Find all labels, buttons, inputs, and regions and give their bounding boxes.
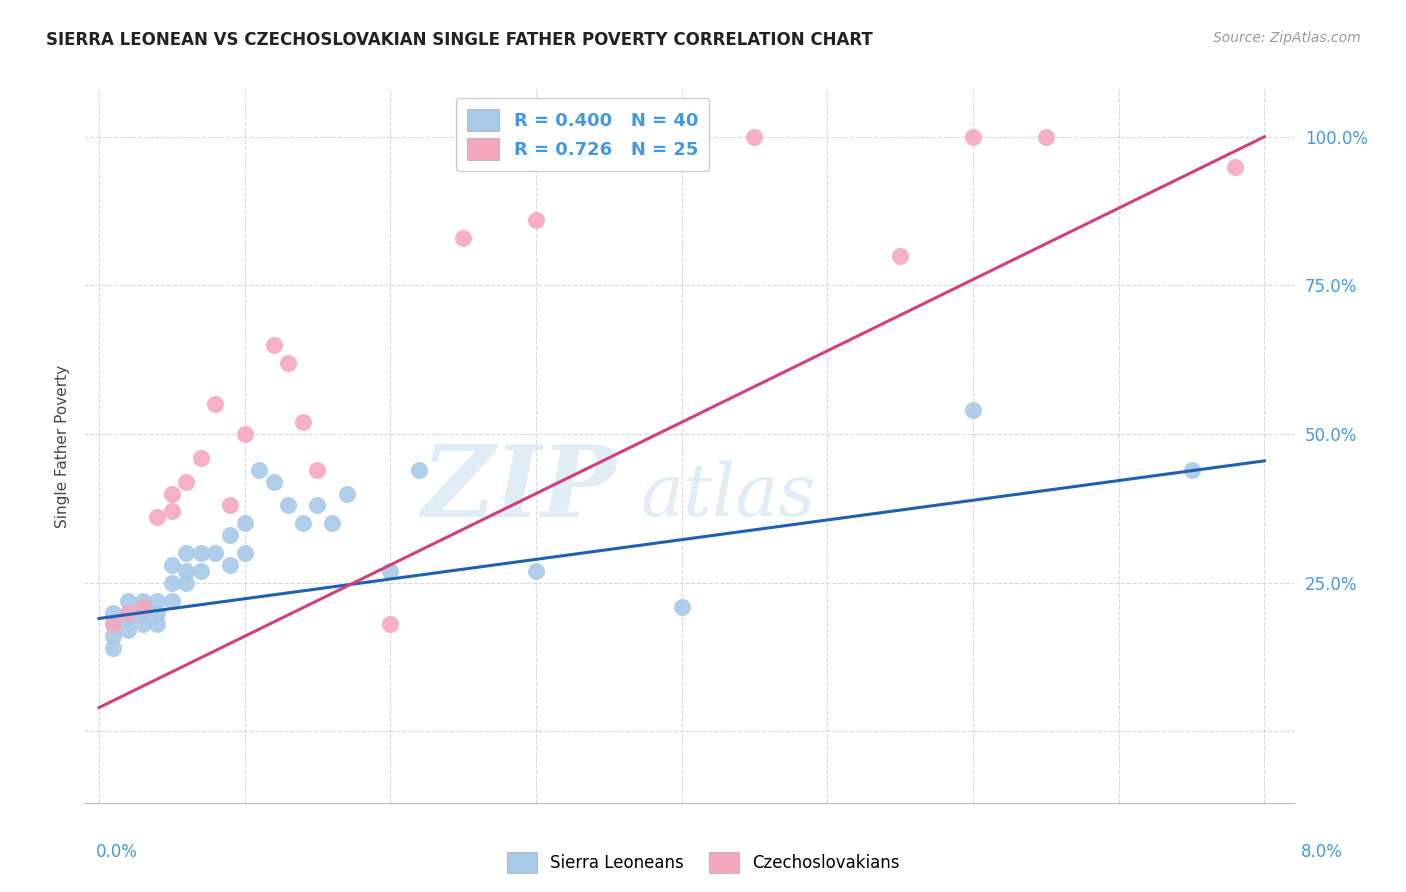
Point xyxy=(103,641,125,656)
Point xyxy=(962,129,984,144)
Point xyxy=(176,546,198,560)
Point xyxy=(117,593,139,607)
Point xyxy=(380,564,402,578)
Point xyxy=(146,606,169,620)
Text: 8.0%: 8.0% xyxy=(1301,843,1343,861)
Point xyxy=(598,129,620,144)
Point xyxy=(524,564,547,578)
Point xyxy=(671,129,693,144)
Text: atlas: atlas xyxy=(641,460,815,532)
Point xyxy=(176,475,198,489)
Point xyxy=(160,575,183,590)
Point xyxy=(117,606,139,620)
Text: Source: ZipAtlas.com: Source: ZipAtlas.com xyxy=(1213,31,1361,45)
Point xyxy=(277,356,299,370)
Point xyxy=(524,213,547,227)
Point xyxy=(889,249,911,263)
Point xyxy=(160,486,183,500)
Point xyxy=(131,593,153,607)
Y-axis label: Single Father Poverty: Single Father Poverty xyxy=(55,365,70,527)
Point xyxy=(307,463,329,477)
Point xyxy=(190,564,212,578)
Point xyxy=(1225,160,1247,174)
Point xyxy=(146,593,169,607)
Point xyxy=(146,617,169,632)
Point xyxy=(190,450,212,465)
Point xyxy=(103,617,125,632)
Point xyxy=(176,564,198,578)
Point xyxy=(291,415,314,429)
Point xyxy=(117,611,139,625)
Point xyxy=(103,617,125,632)
Point xyxy=(408,463,430,477)
Point xyxy=(204,397,226,411)
Point xyxy=(233,427,256,442)
Point xyxy=(1180,463,1202,477)
Point xyxy=(744,129,766,144)
Point xyxy=(307,499,329,513)
Point xyxy=(277,499,299,513)
Text: SIERRA LEONEAN VS CZECHOSLOVAKIAN SINGLE FATHER POVERTY CORRELATION CHART: SIERRA LEONEAN VS CZECHOSLOVAKIAN SINGLE… xyxy=(46,31,873,49)
Point xyxy=(131,606,153,620)
Point xyxy=(131,599,153,614)
Point xyxy=(204,546,226,560)
Point xyxy=(103,606,125,620)
Legend: R = 0.400   N = 40, R = 0.726   N = 25: R = 0.400 N = 40, R = 0.726 N = 25 xyxy=(456,98,709,171)
Point xyxy=(176,575,198,590)
Point xyxy=(117,606,139,620)
Point xyxy=(291,516,314,531)
Point xyxy=(103,629,125,643)
Point xyxy=(451,231,474,245)
Text: ZIP: ZIP xyxy=(422,441,616,537)
Point xyxy=(671,599,693,614)
Point xyxy=(336,486,359,500)
Text: 0.0%: 0.0% xyxy=(96,843,138,861)
Point xyxy=(131,617,153,632)
Point xyxy=(380,617,402,632)
Point xyxy=(219,499,242,513)
Point xyxy=(190,546,212,560)
Point xyxy=(233,516,256,531)
Point xyxy=(962,403,984,417)
Point xyxy=(219,558,242,572)
Point xyxy=(263,475,285,489)
Legend: Sierra Leoneans, Czechoslovakians: Sierra Leoneans, Czechoslovakians xyxy=(501,846,905,880)
Point xyxy=(263,338,285,352)
Point xyxy=(117,624,139,638)
Point xyxy=(146,510,169,524)
Point xyxy=(160,593,183,607)
Point xyxy=(247,463,270,477)
Point xyxy=(160,504,183,518)
Point xyxy=(160,558,183,572)
Point xyxy=(233,546,256,560)
Point xyxy=(1035,129,1057,144)
Point xyxy=(321,516,343,531)
Point xyxy=(219,528,242,542)
